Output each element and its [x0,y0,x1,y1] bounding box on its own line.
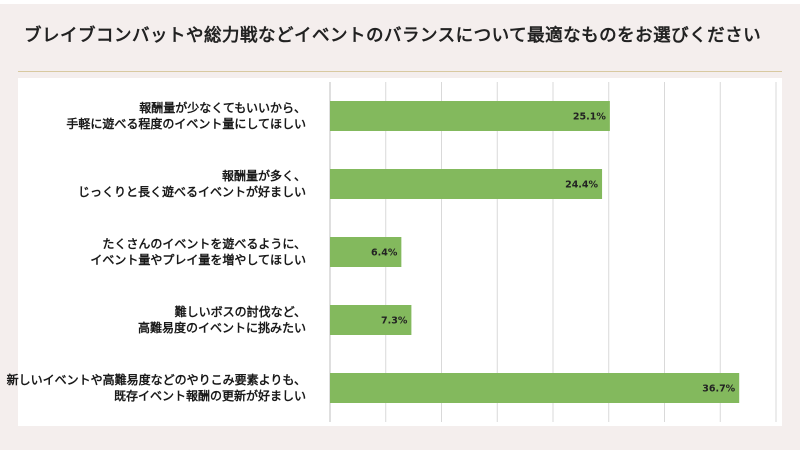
data-label-4: 7.3% [381,316,408,327]
category-label-line: 高難易度のイベントに挑みたい [137,321,306,335]
chart-panel: 報酬量が少なくてもいいから、手軽に遊べる程度のイベント量にしてほしい報酬量が多く… [7,78,782,426]
category-label-line: たくさんのイベントを遊べるように、 [102,237,306,251]
bar-chart: 25.1% 24.4% 6.4% 7.3% 36.7% [329,82,777,422]
data-label-5: 36.7% [702,384,735,395]
category-label-5: 新しいイベントや高難易度などのやりこみ要素よりも、既存イベント報酬の更新が好まし… [7,372,306,404]
category-label-line: 報酬量が多く、 [221,169,306,183]
category-label-line: イベント量やプレイ量を増やしてほしい [90,253,306,267]
bar-1 [330,101,610,131]
category-label-line: 既存イベント報酬の更新が好ましい [113,389,306,403]
data-label-2: 24.4% [565,180,598,191]
category-label-4: 難しいボスの討伐など、高難易度のイベントに挑みたい [138,304,306,336]
bar-5 [330,373,740,403]
category-label-line: 手軽に遊べる程度のイベント量にしてほしい [66,117,306,131]
category-label-1: 報酬量が少なくてもいいから、手軽に遊べる程度のイベント量にしてほしい [66,100,306,132]
category-label-2: 報酬量が多く、じっくりと長く遊べるイベントが好ましい [78,168,306,200]
top-frame [0,0,800,4]
category-label-line: 報酬量が少なくてもいいから、 [139,101,306,115]
category-label-line: 難しいボスの討伐など、 [174,305,306,319]
bar-3 [330,237,402,267]
chart-title: ブレイブコンバットや総力戦などイベントのバランスについて最適なものをお選びくださ… [24,26,762,46]
header: ブレイブコンバットや総力戦などイベントのバランスについて最適なものをお選びくださ… [0,4,800,72]
bar-2 [330,169,603,199]
data-label-3: 6.4% [371,248,398,259]
category-label-line: 新しいイベントや高難易度などのやりこみ要素よりも、 [6,373,306,387]
title-divider [18,71,782,72]
data-label-1: 25.1% [573,112,606,123]
bar-4 [330,305,412,335]
bottom-frame [0,428,800,450]
category-label-line: じっくりと長く遊べるイベントが好ましい [77,185,306,199]
category-label-3: たくさんのイベントを遊べるように、イベント量やプレイ量を増やしてほしい [90,236,306,268]
